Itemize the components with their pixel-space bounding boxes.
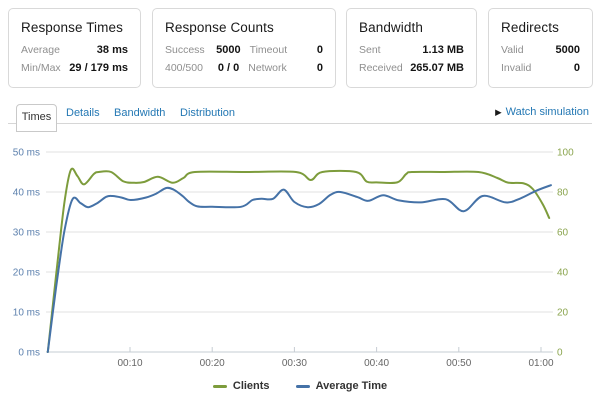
card-title: Response Counts bbox=[165, 20, 274, 35]
stat-label: Average bbox=[21, 44, 60, 56]
stat-label: 400/500 bbox=[165, 62, 203, 74]
x-axis-label: 00:10 bbox=[117, 358, 142, 369]
y-axis-right-label: 40 bbox=[557, 268, 569, 279]
stat-label: Received bbox=[359, 62, 403, 74]
stat-label: Min/Max bbox=[21, 62, 61, 74]
legend-label: Average Time bbox=[315, 380, 388, 392]
stat-value: 0 bbox=[316, 44, 324, 56]
y-axis-left-label: 30 ms bbox=[13, 228, 40, 239]
stat-value: 1.13 MB bbox=[422, 44, 464, 56]
stat-label: Invalid bbox=[501, 62, 532, 74]
stat-row: Valid 5000 bbox=[501, 44, 580, 56]
stat-label: Success bbox=[165, 44, 205, 56]
x-axis-label: 00:50 bbox=[446, 358, 471, 369]
watch-simulation-link[interactable]: ▶ Watch simulation bbox=[495, 106, 589, 118]
x-axis-label: 01:00 bbox=[528, 358, 553, 369]
play-icon: ▶ bbox=[495, 106, 502, 117]
card-bandwidth: Bandwidth Sent 1.13 MB Received 265.07 M… bbox=[346, 8, 477, 88]
card-redirects: Redirects Valid 5000 Invalid 0 bbox=[488, 8, 593, 88]
card-title: Redirects bbox=[501, 20, 559, 35]
stat-row: 400/500 0 / 0 Network 0 bbox=[165, 62, 323, 74]
card-response-times: Response Times Average 38 ms Min/Max 29 … bbox=[8, 8, 141, 88]
y-axis-left-label: 20 ms bbox=[13, 268, 40, 279]
y-axis-left-label: 0 ms bbox=[18, 348, 40, 359]
stat-value: 29 / 179 ms bbox=[69, 62, 128, 74]
stat-row: Average 38 ms bbox=[21, 44, 128, 56]
stat-value: 265.07 MB bbox=[410, 62, 464, 74]
y-axis-right-label: 80 bbox=[557, 188, 569, 199]
y-axis-right-label: 20 bbox=[557, 308, 569, 319]
legend-item-clients[interactable]: Clients bbox=[212, 380, 270, 392]
y-axis-left-label: 40 ms bbox=[13, 188, 40, 199]
stat-label: Sent bbox=[359, 44, 381, 56]
tab-times[interactable]: Times bbox=[16, 104, 57, 132]
x-axis-label: 00:30 bbox=[282, 358, 307, 369]
stat-value: 5000 bbox=[555, 44, 580, 56]
y-axis-right-label: 60 bbox=[557, 228, 569, 239]
tab-distribution[interactable]: Distribution bbox=[180, 107, 236, 119]
y-axis-right-label: 100 bbox=[557, 148, 574, 159]
y-axis-left-label: 10 ms bbox=[13, 308, 40, 319]
stat-value: 38 ms bbox=[96, 44, 128, 56]
tabbar-divider bbox=[8, 123, 592, 124]
average-time-line bbox=[46, 184, 552, 353]
legend-label: Clients bbox=[232, 380, 270, 392]
clients-line-swatch bbox=[212, 384, 227, 388]
chart-legend: Clients Average Time bbox=[0, 380, 600, 392]
stat-label: Valid bbox=[501, 44, 524, 56]
x-axis-label: 00:40 bbox=[364, 358, 389, 369]
stat-value: 0 / 0 bbox=[217, 62, 240, 74]
stat-value: 0 bbox=[573, 62, 580, 74]
tab-details[interactable]: Details bbox=[66, 107, 100, 119]
stat-row: Min/Max 29 / 179 ms bbox=[21, 62, 128, 74]
average-time-line-swatch bbox=[295, 384, 310, 388]
response-times-chart: 50 ms 40 ms 30 ms 20 ms 10 ms 0 ms 100 80 60 40 20… bbox=[13, 148, 574, 370]
stat-row: Received 265.07 MB bbox=[359, 62, 464, 74]
watch-simulation-label: Watch simulation bbox=[505, 106, 589, 118]
card-title: Bandwidth bbox=[359, 20, 423, 35]
clients-line bbox=[46, 167, 551, 353]
card-title: Response Times bbox=[21, 20, 123, 35]
tab-bandwidth[interactable]: Bandwidth bbox=[114, 107, 166, 119]
x-axis-label: 00:20 bbox=[200, 358, 225, 369]
y-axis-left-label: 50 ms bbox=[13, 148, 40, 159]
legend-item-average-time[interactable]: Average Time bbox=[295, 380, 388, 392]
stat-label: Network bbox=[248, 62, 287, 74]
stat-row: Sent 1.13 MB bbox=[359, 44, 464, 56]
stat-label: Timeout bbox=[249, 44, 288, 56]
card-response-counts: Response Counts Success 5000 Timeout 0 4… bbox=[152, 8, 336, 88]
stat-row: Success 5000 Timeout 0 bbox=[165, 44, 323, 56]
stat-value: 0 bbox=[316, 62, 324, 74]
stat-row: Invalid 0 bbox=[501, 62, 580, 74]
stat-value: 5000 bbox=[216, 44, 241, 56]
y-axis-right-label: 0 bbox=[557, 348, 563, 359]
